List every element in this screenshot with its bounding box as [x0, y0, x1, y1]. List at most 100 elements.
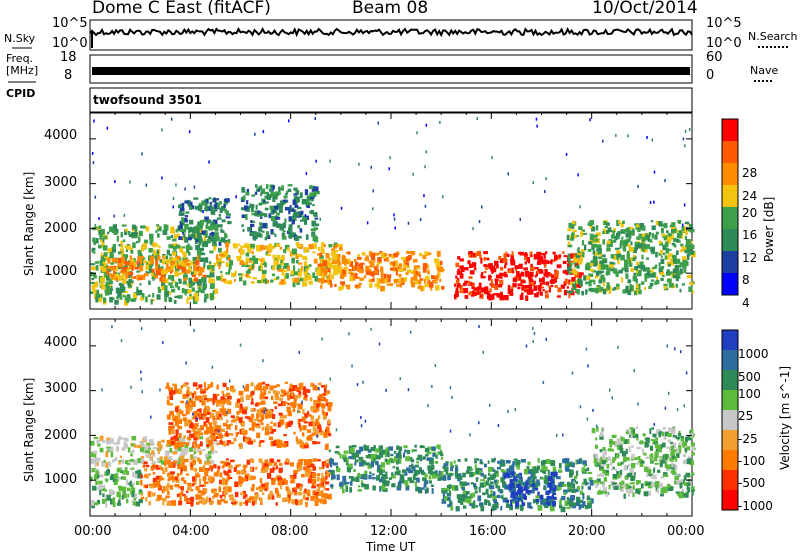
- velocity-cell: [435, 474, 440, 478]
- velocity-cell: [184, 420, 189, 427]
- power-cell: [179, 220, 183, 227]
- velocity-cell: [197, 444, 201, 449]
- velocity-cell: [110, 451, 114, 458]
- velocity-cell: [250, 382, 254, 387]
- velocity-cell: [528, 490, 532, 494]
- velocity-cell: [164, 456, 168, 463]
- power-cell: [120, 283, 125, 289]
- velocity-cell: [288, 388, 294, 392]
- power-cell: [90, 281, 95, 285]
- power-cell: [317, 253, 321, 256]
- velocity-cell: [406, 467, 411, 472]
- power-cell: [412, 269, 416, 273]
- power-cell: [264, 262, 267, 268]
- power-cell: [480, 294, 483, 298]
- power-cell: [188, 265, 191, 271]
- velocity-cell: [131, 450, 135, 454]
- power-cell: [292, 213, 297, 218]
- power-cell: [312, 235, 315, 242]
- power-cell: [383, 258, 387, 262]
- power-cell: [658, 262, 661, 267]
- power-cell: [490, 266, 495, 271]
- velocity-cell: [662, 487, 668, 494]
- velocity-cell: [254, 493, 259, 499]
- velocity-cell: [392, 466, 396, 469]
- power-cell: [514, 265, 520, 270]
- velocity-cell: [304, 444, 309, 449]
- velocity-cell: [464, 491, 470, 495]
- power-cell: [330, 283, 333, 288]
- power-scatter: [649, 201, 652, 205]
- velocity-cell: [201, 490, 205, 496]
- freq-tick-high: 18: [60, 50, 77, 65]
- power-cell: [592, 256, 598, 261]
- power-cell: [494, 281, 498, 286]
- velocity-cell: [297, 418, 301, 425]
- velocity-cell: [470, 468, 474, 471]
- power-cell: [199, 247, 204, 252]
- power-cell: [264, 213, 268, 218]
- velocity-cell: [667, 432, 672, 438]
- power-scatter: [172, 197, 175, 200]
- power-cell: [408, 269, 412, 272]
- power-cell: [171, 228, 175, 234]
- power-cell: [606, 248, 611, 252]
- velocity-cell: [192, 453, 195, 456]
- velocity-cell: [197, 447, 201, 453]
- velocity-cell: [535, 499, 540, 503]
- power-cell: [172, 243, 178, 246]
- power-cell: [227, 257, 231, 262]
- velocity-cell: [653, 467, 656, 473]
- xtick-0: 00:00: [74, 524, 112, 539]
- power-cell: [183, 228, 187, 233]
- power-cell: [247, 268, 251, 274]
- power-cell: [163, 255, 166, 259]
- power-cell: [125, 228, 128, 232]
- power-cell: [291, 219, 295, 225]
- velocity-cell: [542, 501, 547, 506]
- velocity-cell: [471, 492, 476, 498]
- power-cell: [380, 252, 385, 258]
- velocity-cell: [609, 462, 613, 466]
- velocity-cell: [278, 467, 283, 473]
- power-cell: [98, 244, 102, 249]
- velocity-cell: [315, 498, 319, 501]
- power-cell: [519, 251, 525, 256]
- power-cell: [95, 261, 99, 264]
- velocity-cell: [249, 394, 253, 398]
- power-cell: [247, 226, 252, 232]
- velocity-cell: [204, 472, 209, 477]
- power-cell: [261, 257, 265, 264]
- power-cell: [588, 288, 593, 291]
- power-cell: [133, 232, 137, 238]
- power-cell: [544, 294, 549, 299]
- power-cell: [189, 206, 193, 210]
- velocity-cell: [296, 483, 301, 489]
- velocity-cell: [315, 489, 319, 492]
- velocity-cell: [619, 473, 622, 479]
- velocity-cell: [220, 396, 225, 402]
- power-cell: [238, 243, 241, 247]
- power-scatter: [442, 195, 444, 199]
- power-cell: [225, 234, 228, 239]
- velocity-cell: [178, 492, 183, 495]
- power-cell: [272, 185, 275, 190]
- velocity-cell: [442, 488, 448, 491]
- velocity-cell: [444, 495, 448, 502]
- velocity-cell: [174, 484, 180, 488]
- velocity-cell: [288, 488, 291, 493]
- velocity-cell: [157, 483, 161, 489]
- velocity-cell: [156, 457, 160, 461]
- velocity-cell: [262, 407, 267, 411]
- velocity-cell: [492, 496, 497, 502]
- power-cell: [273, 205, 279, 211]
- power-cell: [209, 274, 213, 278]
- velocity-cell: [382, 474, 387, 479]
- velocity-cell: [242, 464, 248, 468]
- velocity-cell: [204, 468, 209, 474]
- velocity-cell: [216, 470, 220, 473]
- velocity-cell: [205, 437, 210, 443]
- power-cell: [573, 269, 577, 272]
- power-cell: [299, 219, 304, 222]
- power-cell: [575, 235, 579, 238]
